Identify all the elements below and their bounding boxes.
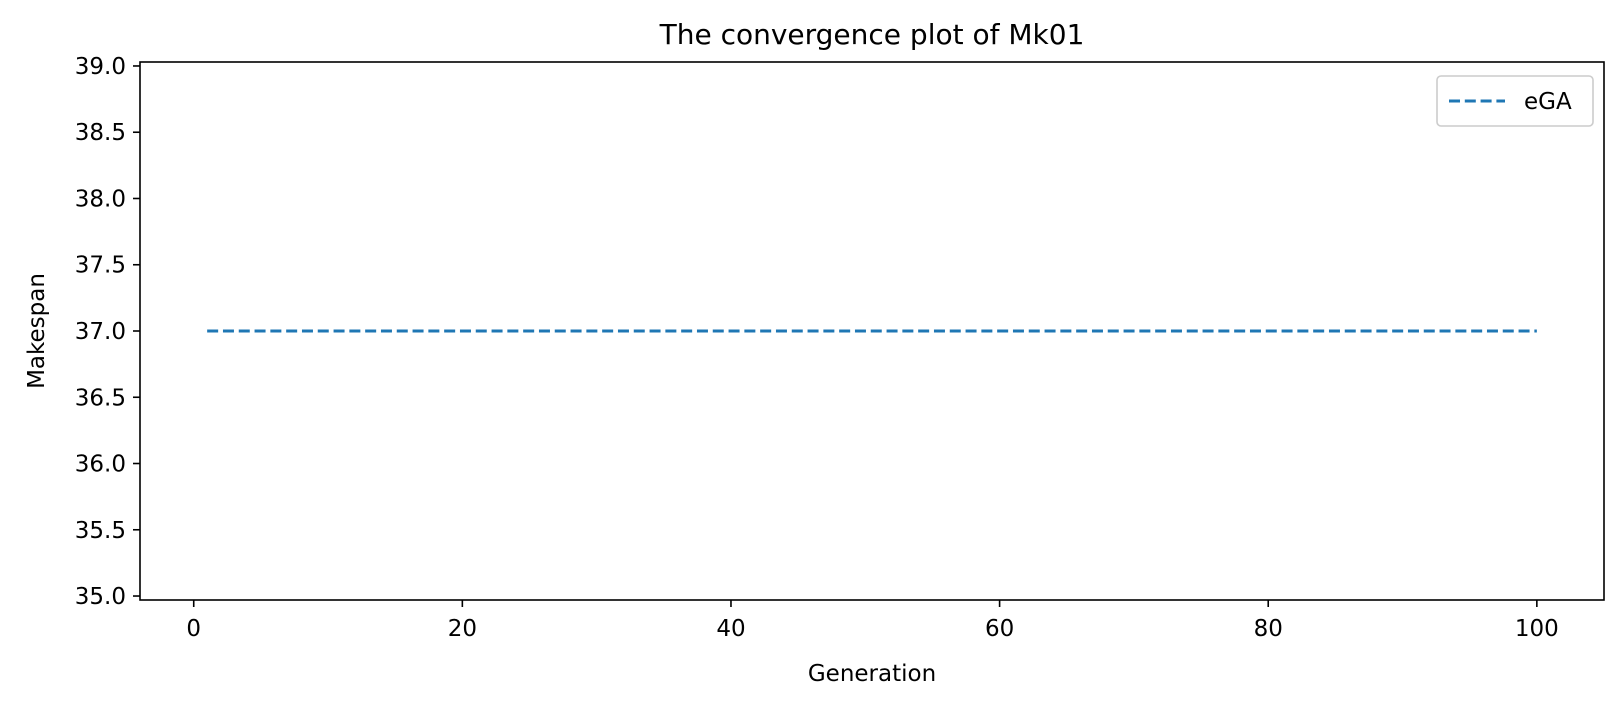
y-tick-label: 37.5 <box>75 253 126 279</box>
x-axis: 0 20 40 60 80 100 <box>186 600 1559 642</box>
y-axis-title: Makespan <box>24 273 50 389</box>
legend-entries: eGA <box>1449 89 1572 115</box>
y-tick-label: 36.5 <box>75 385 126 411</box>
x-axis-title: Generation <box>808 661 936 687</box>
y-tick-label: 36.0 <box>75 452 126 478</box>
plot-area <box>139 61 1605 601</box>
legend-box <box>1436 75 1594 127</box>
y-tick-label: 37.0 <box>75 319 126 345</box>
legend: eGA <box>1436 75 1594 127</box>
y-tick-label: 39.0 <box>75 54 126 80</box>
x-tick-label: 0 <box>186 616 201 642</box>
x-tick-label: 60 <box>985 616 1014 642</box>
x-tick-label: 20 <box>448 616 477 642</box>
x-tick-label: 100 <box>1515 616 1559 642</box>
x-tick-label: 80 <box>1254 616 1283 642</box>
legend-label: eGA <box>1524 89 1572 115</box>
x-tick-label: 40 <box>716 616 745 642</box>
y-tick-label: 35.0 <box>75 584 126 610</box>
y-tick-label: 38.0 <box>75 186 126 212</box>
y-axis: 35.0 35.5 36.0 36.5 37.0 37.5 38.0 38.5 39.0 <box>75 54 140 610</box>
y-tick-label: 35.5 <box>75 518 126 544</box>
y-tick-label: 38.5 <box>75 120 126 146</box>
chart-title: The convergence plot of Mk01 <box>659 18 1085 51</box>
